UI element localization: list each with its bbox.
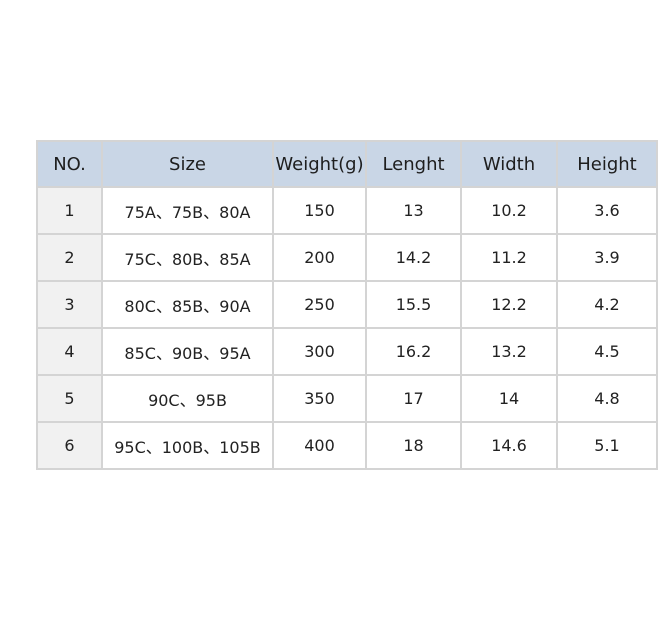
table-cell: 17 [365, 374, 462, 423]
column-header: NO. [36, 140, 103, 188]
table-cell: 300 [272, 327, 367, 376]
column-header: Weight(g) [272, 140, 367, 188]
column-header: Height [556, 140, 658, 188]
table-cell: 15.5 [365, 280, 462, 329]
table-cell: 250 [272, 280, 367, 329]
size-table: NO. Size Weight(g) Lenght Width Height 1 75A、7… [36, 140, 658, 470]
table-row: 4 85C、90B、95A 300 16.2 13.2 4.5 [36, 327, 658, 376]
table-cell: 16.2 [365, 327, 462, 376]
table-cell: 14.6 [460, 421, 558, 470]
table-cell: 11.2 [460, 233, 558, 282]
table-cell: 4.2 [556, 280, 658, 329]
table-row: 5 90C、95B 350 17 14 4.8 [36, 374, 658, 423]
column-header: Size [101, 140, 274, 188]
table-cell: 95C、100B、105B [101, 421, 274, 470]
table-row: 1 75A、75B、80A 150 13 10.2 3.6 [36, 186, 658, 235]
table-cell: 85C、90B、95A [101, 327, 274, 376]
table-cell: 3.9 [556, 233, 658, 282]
table-cell: 75C、80B、85A [101, 233, 274, 282]
column-header: Lenght [365, 140, 462, 188]
table-cell: 4.5 [556, 327, 658, 376]
table-cell: 90C、95B [101, 374, 274, 423]
table-cell: 3 [36, 280, 103, 329]
table-cell: 1 [36, 186, 103, 235]
table-cell: 13 [365, 186, 462, 235]
column-header: Width [460, 140, 558, 188]
table-cell: 6 [36, 421, 103, 470]
table-cell: 150 [272, 186, 367, 235]
table-cell: 80C、85B、90A [101, 280, 274, 329]
table-cell: 400 [272, 421, 367, 470]
header-row: NO. Size Weight(g) Lenght Width Height [36, 140, 658, 188]
table-cell: 14 [460, 374, 558, 423]
table-cell: 4.8 [556, 374, 658, 423]
table-cell: 350 [272, 374, 367, 423]
table-cell: 18 [365, 421, 462, 470]
table-row: 3 80C、85B、90A 250 15.5 12.2 4.2 [36, 280, 658, 329]
table-cell: 75A、75B、80A [101, 186, 274, 235]
table-cell: 3.6 [556, 186, 658, 235]
table-cell: 5.1 [556, 421, 658, 470]
table-row: 6 95C、100B、105B 400 18 14.6 5.1 [36, 421, 658, 470]
table-cell: 10.2 [460, 186, 558, 235]
table-cell: 14.2 [365, 233, 462, 282]
table-cell: 13.2 [460, 327, 558, 376]
table-cell: 12.2 [460, 280, 558, 329]
table-cell: 4 [36, 327, 103, 376]
table-cell: 2 [36, 233, 103, 282]
table-row: 2 75C、80B、85A 200 14.2 11.2 3.9 [36, 233, 658, 282]
table-cell: 200 [272, 233, 367, 282]
table-cell: 5 [36, 374, 103, 423]
